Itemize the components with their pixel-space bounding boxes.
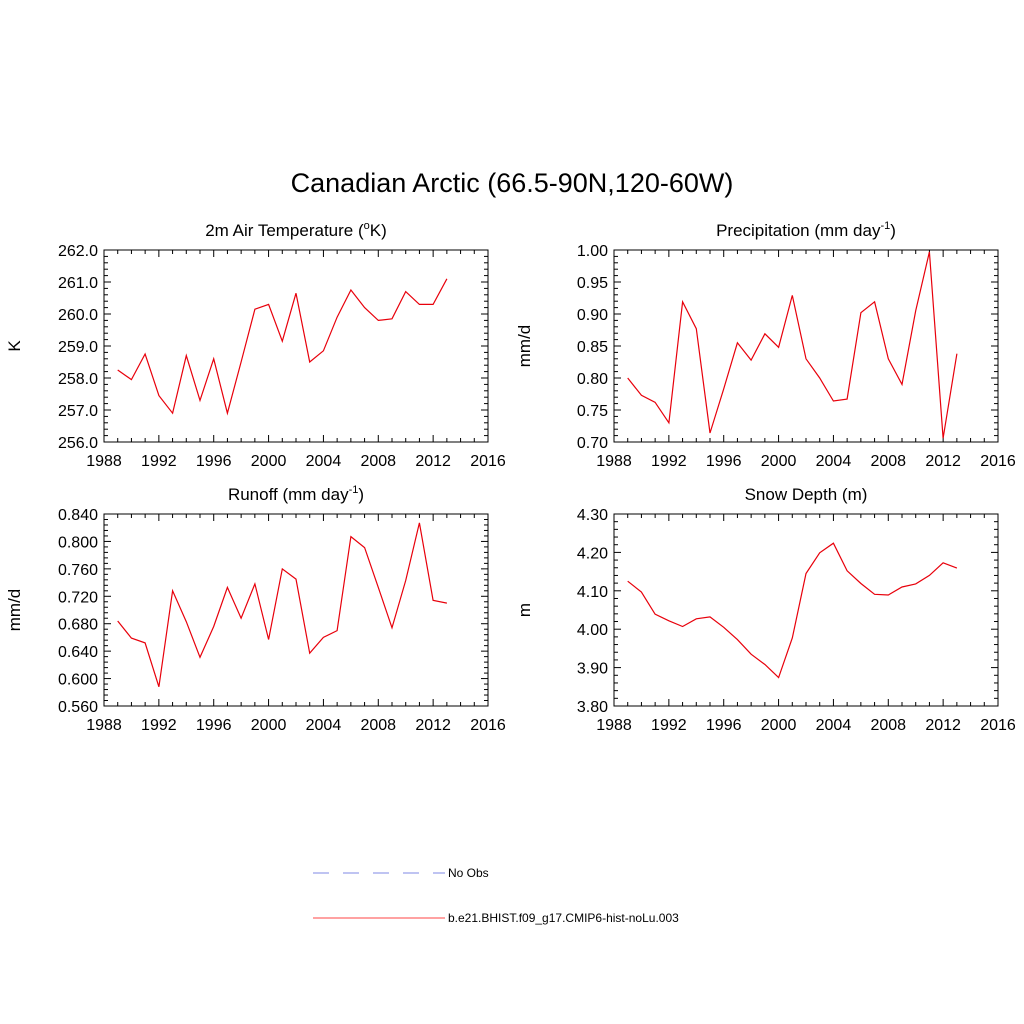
x-tick-label: 2000 (251, 453, 287, 470)
y-tick-label: 262.0 (58, 243, 98, 260)
x-tick-label: 2000 (761, 717, 797, 734)
y-tick-label: 0.85 (577, 339, 608, 356)
y-tick-label: 0.760 (58, 562, 98, 579)
x-tick-label: 2004 (816, 453, 852, 470)
panel-title: Precipitation (mm day-1) (716, 220, 896, 240)
plot-frame (103, 249, 489, 443)
x-tick-label: 1992 (141, 453, 177, 470)
x-tick-label: 2012 (925, 717, 961, 734)
x-tick-label: 2004 (306, 717, 342, 734)
y-tick-label: 0.75 (577, 403, 608, 420)
y-axis-label: m (515, 603, 534, 617)
x-tick-label: 1988 (86, 453, 122, 470)
y-tick-label: 3.80 (577, 699, 608, 716)
x-tick-label: 1996 (706, 717, 742, 734)
y-tick-label: 3.90 (577, 661, 608, 678)
x-tick-label: 2012 (415, 453, 451, 470)
y-tick-label: 0.95 (577, 275, 608, 292)
x-tick-label: 2004 (816, 717, 852, 734)
panel-air-temperature: 1988 1992 1996 2000 2004 2008 2012 2016 256.0 257… (5, 220, 506, 470)
legend-label-no-obs: No Obs (448, 866, 489, 880)
y-tick-label: 4.20 (577, 545, 608, 562)
panel-title: 2m Air Temperature (oK) (205, 220, 387, 240)
x-tick-label: 2012 (415, 717, 451, 734)
x-tick-label: 2000 (251, 717, 287, 734)
x-tick-label: 2004 (306, 453, 342, 470)
y-tick-label: 0.800 (58, 534, 98, 551)
x-tick-label: 1992 (141, 717, 177, 734)
x-tick-label: 1992 (651, 453, 687, 470)
x-tick-label: 2000 (761, 453, 797, 470)
y-tick-label: 0.560 (58, 699, 98, 716)
legend-label-model: b.e21.BHIST.f09_g17.CMIP6-hist-noLu.003 (448, 911, 679, 925)
chart-panels: 1988 1992 1996 2000 2004 2008 2012 2016 256.0 257… (5, 220, 1016, 734)
x-tick-label: 1996 (196, 717, 232, 734)
x-tick-label: 1992 (651, 717, 687, 734)
y-axis-label: mm/d (515, 325, 534, 368)
y-tick-label: 0.720 (58, 589, 98, 606)
series-line (627, 542, 958, 679)
y-tick-label: 0.80 (577, 371, 608, 388)
series-line (117, 522, 448, 687)
x-tick-label: 1996 (196, 453, 232, 470)
y-tick-label: 4.00 (577, 622, 608, 639)
panel-title: Snow Depth (m) (745, 485, 868, 504)
x-tick-label: 1996 (706, 453, 742, 470)
y-tick-label: 256.0 (58, 435, 98, 452)
y-tick-label: 259.0 (58, 339, 98, 356)
y-tick-label: 261.0 (58, 275, 98, 292)
panel-precipitation: 1988 1992 1996 2000 2004 2008 2012 2016 0.70 0.75… (515, 220, 1016, 470)
panel-snow-depth: 1988 1992 1996 2000 2004 2008 2012 2016 3.80 3.90… (515, 485, 1016, 734)
x-tick-label: 1988 (596, 453, 632, 470)
x-tick-label: 2016 (980, 717, 1016, 734)
y-tick-label: 1.00 (577, 243, 608, 260)
x-tick-label: 2008 (870, 453, 906, 470)
x-tick-label: 2016 (980, 453, 1016, 470)
y-tick-label: 257.0 (58, 403, 98, 420)
plot-frame (613, 513, 999, 707)
y-tick-label: 0.600 (58, 672, 98, 689)
series-line (117, 278, 448, 416)
x-tick-label: 1988 (596, 717, 632, 734)
panel-runoff: 1988 1992 1996 2000 2004 2008 2012 2016 0.560 0.6… (5, 484, 506, 734)
x-tick-label: 2012 (925, 453, 961, 470)
series-line (627, 251, 958, 439)
plot-frame (103, 513, 489, 707)
y-axis-label: mm/d (5, 589, 24, 632)
x-tick-label: 2016 (470, 717, 506, 734)
x-tick-label: 2008 (870, 717, 906, 734)
figure-title: Canadian Arctic (66.5-90N,120-60W) (290, 168, 734, 198)
y-tick-label: 0.70 (577, 435, 608, 452)
x-tick-label: 2008 (360, 717, 396, 734)
y-tick-label: 0.840 (58, 507, 98, 524)
y-axis-label: K (5, 340, 24, 352)
y-tick-label: 258.0 (58, 371, 98, 388)
x-tick-label: 2016 (470, 453, 506, 470)
y-tick-label: 260.0 (58, 307, 98, 324)
y-tick-label: 0.680 (58, 617, 98, 634)
plot-frame (613, 249, 999, 443)
y-tick-label: 4.30 (577, 507, 608, 524)
legend: No Obs b.e21.BHIST.f09_g17.CMIP6-hist-no… (313, 866, 679, 925)
panel-title: Runoff (mm day-1) (228, 484, 364, 504)
y-tick-label: 0.90 (577, 307, 608, 324)
y-tick-label: 4.10 (577, 584, 608, 601)
y-tick-label: 0.640 (58, 644, 98, 661)
x-tick-label: 2008 (360, 453, 396, 470)
x-tick-label: 1988 (86, 717, 122, 734)
